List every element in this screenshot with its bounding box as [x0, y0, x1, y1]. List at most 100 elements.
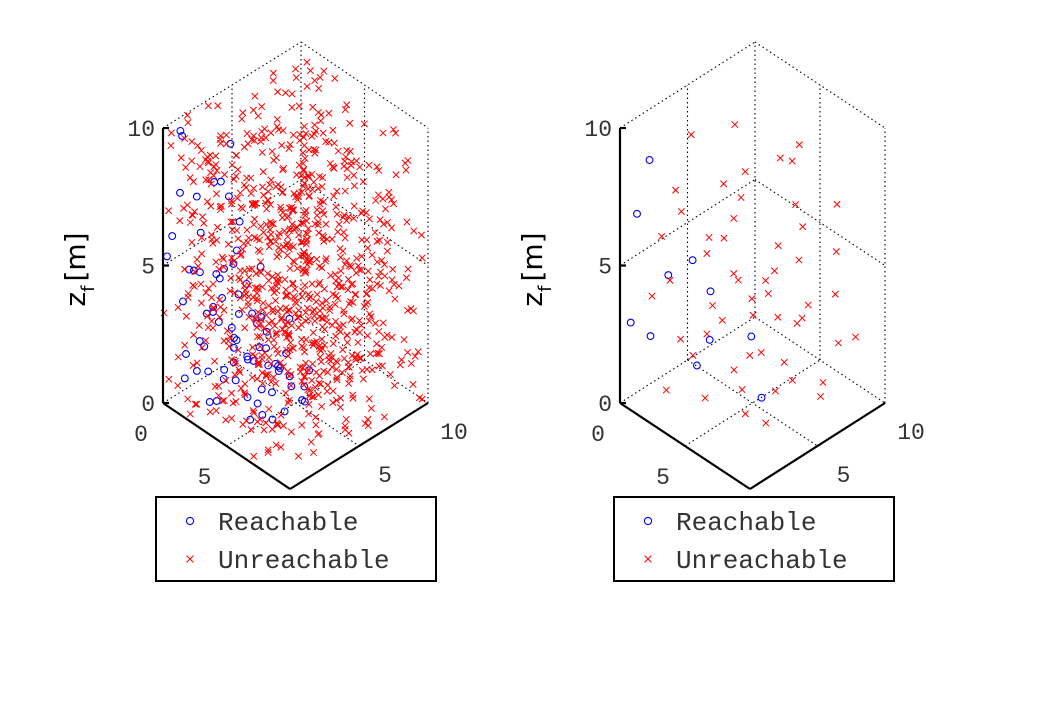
point-unreachable: [305, 366, 313, 374]
point-unreachable: [207, 202, 215, 210]
point-unreachable: [330, 164, 338, 172]
point-unreachable: [353, 254, 361, 262]
z-tick-label: 5: [141, 255, 155, 281]
point-unreachable: [343, 257, 351, 265]
point-unreachable: [319, 174, 327, 182]
point-unreachable: [229, 399, 237, 407]
point-unreachable: [299, 167, 307, 175]
point-unreachable: [335, 220, 343, 228]
point-unreachable: [265, 405, 273, 413]
z-axis-label-subscript: f: [78, 285, 99, 292]
point-unreachable: [228, 197, 236, 205]
point-unreachable: [358, 252, 366, 260]
point-unreachable: [318, 323, 327, 331]
point-unreachable: [228, 226, 236, 234]
point-unreachable: [289, 344, 297, 352]
point-unreachable: [250, 136, 258, 145]
point-unreachable: [259, 306, 267, 314]
point-unreachable: [346, 375, 354, 383]
point-unreachable: [306, 67, 314, 75]
point-unreachable: [212, 258, 220, 266]
point-unreachable: [734, 276, 742, 284]
point-reachable: [224, 192, 233, 201]
point-unreachable: [381, 205, 390, 213]
point-unreachable: [303, 217, 311, 225]
point-unreachable: [250, 452, 258, 460]
point-unreachable: [762, 277, 770, 285]
point-unreachable: [320, 233, 328, 241]
point-unreachable: [274, 88, 282, 96]
grid: [619, 41, 886, 447]
legend-label-unreachable: Unreachable: [218, 546, 390, 576]
point-unreachable: [383, 238, 392, 246]
point-unreachable: [345, 379, 353, 388]
point-reachable: [209, 302, 218, 311]
point-unreachable: [288, 90, 296, 98]
point-unreachable: [222, 140, 230, 148]
point-unreachable: [414, 348, 422, 356]
point-unreachable: [301, 281, 309, 289]
legend-marker-unreachable: [644, 555, 652, 563]
point-unreachable: [236, 276, 244, 284]
point-unreachable: [235, 366, 243, 374]
point-unreachable: [181, 265, 189, 273]
point-unreachable: [282, 389, 290, 397]
point-unreachable: [243, 226, 251, 234]
point-unreachable: [302, 317, 310, 325]
point-unreachable: [267, 220, 275, 228]
point-reachable: [287, 382, 296, 391]
point-unreachable: [177, 154, 185, 162]
point-unreachable: [300, 133, 308, 141]
point-unreachable: [234, 235, 242, 243]
point-unreachable: [332, 203, 340, 211]
point-unreachable: [793, 319, 801, 327]
point-unreachable: [304, 386, 312, 394]
point-unreachable: [236, 294, 244, 302]
z-axis-label-subscript: f: [535, 285, 556, 292]
point-unreachable: [373, 340, 381, 348]
point-unreachable: [364, 267, 372, 275]
point-reachable: [232, 336, 241, 345]
point-unreachable: [215, 296, 224, 304]
point-unreachable: [255, 358, 263, 366]
point-unreachable: [248, 201, 256, 209]
point-reachable: [274, 362, 282, 371]
point-unreachable: [329, 340, 337, 348]
point-unreachable: [318, 183, 326, 191]
point-unreachable: [273, 419, 281, 427]
point-unreachable: [379, 319, 387, 327]
point-unreachable: [236, 189, 244, 197]
point-unreachable: [315, 280, 323, 288]
point-unreachable: [264, 328, 272, 336]
point-unreachable: [316, 73, 324, 81]
point-unreachable: [328, 321, 336, 329]
point-unreachable: [239, 245, 247, 253]
point-reachable: [205, 398, 214, 406]
point-unreachable: [286, 225, 294, 233]
point-unreachable: [228, 161, 236, 169]
point-unreachable: [687, 131, 695, 139]
point-unreachable: [258, 351, 266, 360]
point-unreachable: [349, 298, 357, 307]
point-unreachable: [288, 103, 296, 111]
tick-labels: 0 5 10 0 5 5 10: [127, 117, 467, 491]
point-reachable: [757, 393, 766, 402]
point-unreachable: [205, 176, 213, 184]
point-unreachable: [345, 300, 353, 308]
point-unreachable: [301, 154, 309, 162]
point-unreachable: [298, 188, 306, 196]
point-unreachable: [851, 333, 860, 341]
point-unreachable: [302, 309, 310, 317]
point-reachable: [234, 310, 243, 318]
point-unreachable: [347, 158, 356, 166]
point-unreachable: [259, 379, 267, 388]
point-unreachable: [290, 190, 298, 198]
point-unreachable: [391, 295, 399, 303]
point-reachable: [178, 131, 187, 140]
point-unreachable: [228, 356, 236, 364]
point-unreachable: [267, 284, 276, 292]
point-unreachable: [264, 370, 272, 378]
point-unreachable: [263, 205, 271, 213]
point-unreachable: [335, 279, 343, 287]
point-unreachable: [337, 394, 345, 402]
